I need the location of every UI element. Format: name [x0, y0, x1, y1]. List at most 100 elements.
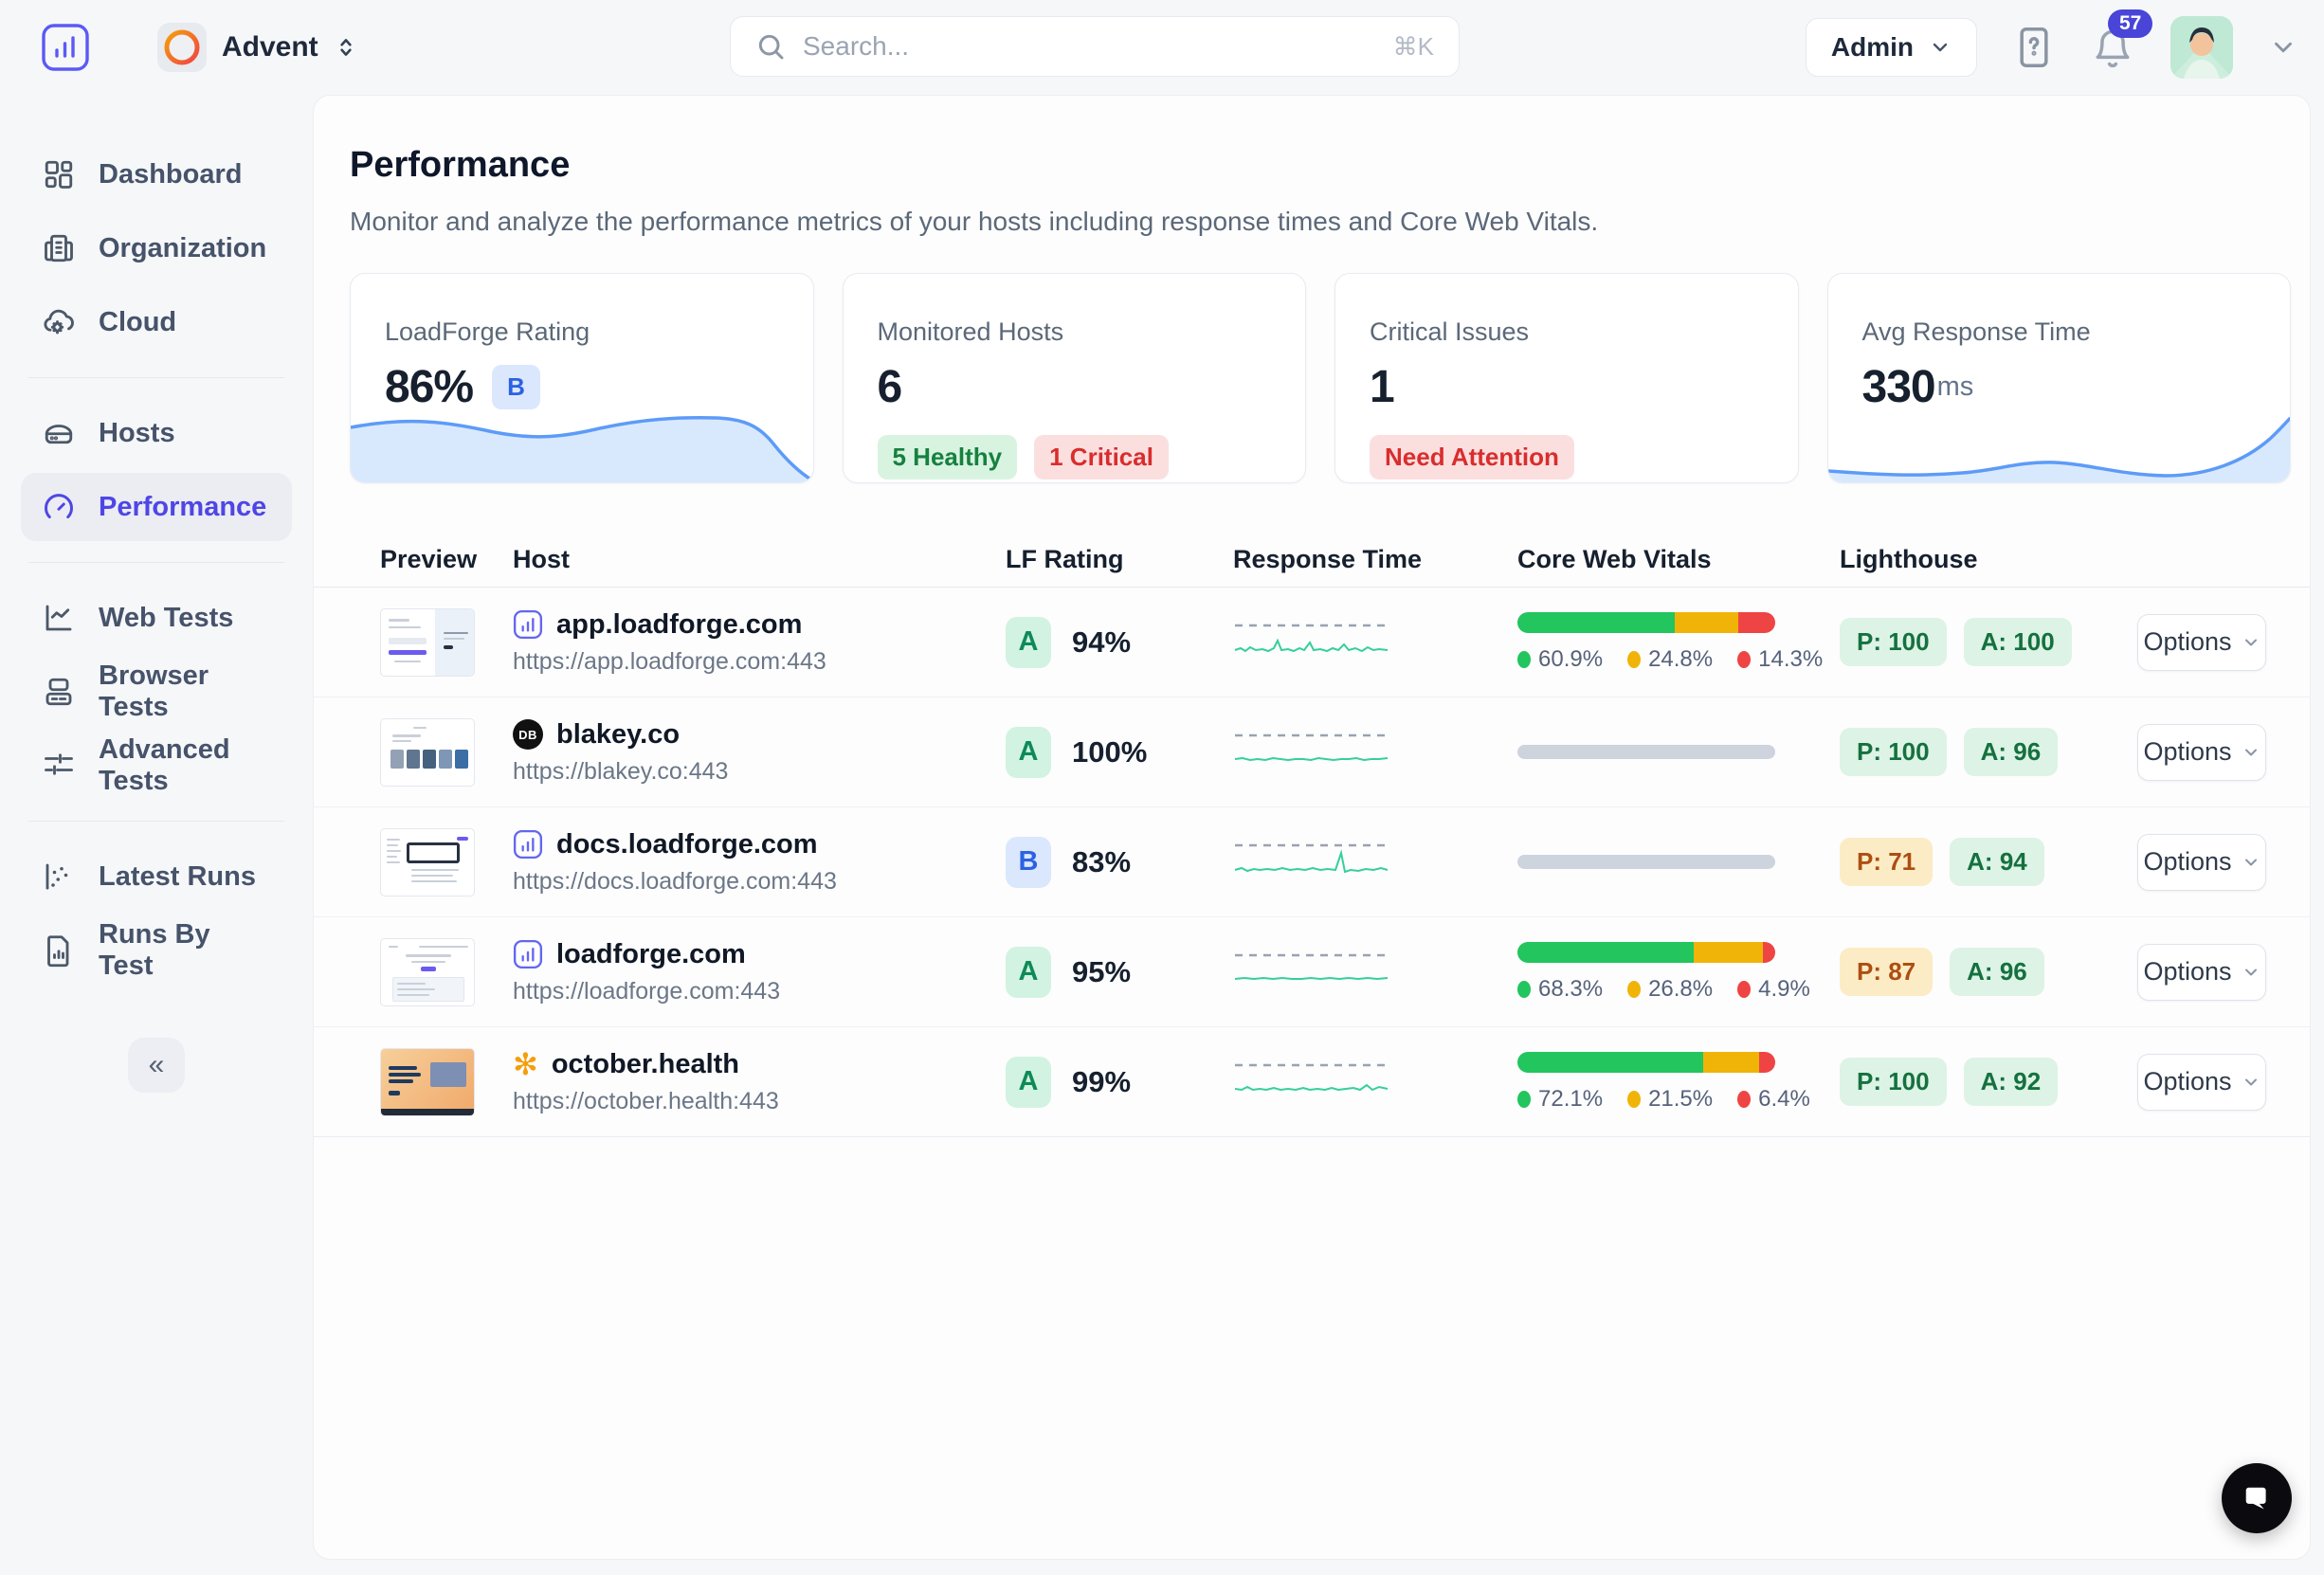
sidebar-label: Performance — [99, 492, 266, 523]
chevron-down-icon — [2242, 743, 2260, 762]
hosts-table: Preview Host LF Rating Response Time Cor… — [314, 533, 2310, 1137]
host-url: https://app.loadforge.com:443 — [513, 648, 1006, 676]
admin-menu-button[interactable]: Admin — [1806, 18, 1977, 77]
sidebar-label: Browser Tests — [99, 661, 271, 723]
lighthouse-accessibility-badge: A: 92 — [1964, 1058, 2059, 1106]
sidebar-label: Latest Runs — [99, 861, 256, 893]
sidebar-label: Advanced Tests — [99, 734, 271, 797]
col-lighthouse: Lighthouse — [1840, 545, 2115, 574]
user-avatar[interactable] — [2170, 16, 2233, 79]
sidebar-divider — [28, 377, 284, 378]
loadforge-logo-icon[interactable] — [40, 22, 91, 73]
site-preview-thumbnail[interactable] — [380, 938, 475, 1006]
lighthouse-accessibility-badge: A: 96 — [1964, 728, 2059, 776]
help-doc-icon — [2013, 25, 2055, 70]
chat-widget-button[interactable] — [2222, 1463, 2292, 1533]
sidebar-collapse-button[interactable]: « — [128, 1038, 185, 1093]
col-response-time: Response Time — [1233, 545, 1517, 574]
options-button[interactable]: Options — [2137, 614, 2266, 671]
sidebar-item-web-tests[interactable]: Web Tests — [21, 584, 292, 652]
search-input[interactable] — [803, 31, 1376, 62]
sidebar-label: Web Tests — [99, 603, 233, 634]
host-name[interactable]: app.loadforge.com — [556, 609, 802, 641]
lighthouse-accessibility-badge: A: 96 — [1950, 948, 2044, 996]
help-button[interactable] — [2013, 25, 2055, 70]
options-button[interactable]: Options — [2137, 724, 2266, 781]
lighthouse-accessibility-badge: A: 100 — [1964, 618, 2072, 666]
table-row: DB blakey.co https://blakey.co:443 A 100… — [314, 697, 2310, 807]
main-panel: Performance Monitor and analyze the perf… — [313, 95, 2311, 1560]
collapse-icon: « — [149, 1049, 165, 1081]
lighthouse-performance-badge: P: 100 — [1840, 728, 1947, 776]
site-preview-thumbnail[interactable] — [380, 718, 475, 787]
building-icon — [42, 231, 76, 265]
rating-area-chart — [351, 403, 813, 482]
card-value: 1 — [1370, 361, 1394, 413]
workspace-name: Advent — [222, 31, 318, 63]
options-label: Options — [2143, 1067, 2231, 1096]
host-name[interactable]: loadforge.com — [556, 939, 746, 970]
account-chevron-icon[interactable] — [2269, 33, 2297, 62]
options-button[interactable]: Options — [2137, 944, 2266, 1001]
site-preview-thumbnail[interactable] — [380, 1048, 475, 1116]
site-preview-thumbnail[interactable] — [380, 608, 475, 677]
sidebar-item-hosts[interactable]: Hosts — [21, 399, 292, 467]
sidebar-item-cloud[interactable]: Cloud — [21, 288, 292, 356]
options-button[interactable]: Options — [2137, 1054, 2266, 1111]
search-bar[interactable]: ⌘K — [730, 16, 1460, 77]
lf-score: 99% — [1072, 1065, 1131, 1099]
chevron-down-icon — [1929, 36, 1952, 59]
sidebar-item-runs-by-test[interactable]: Runs By Test — [21, 916, 292, 985]
host-name[interactable]: october.health — [552, 1049, 739, 1080]
lf-grade-badge: B — [1006, 837, 1051, 888]
sidebar-item-browser-tests[interactable]: Browser Tests — [21, 658, 292, 726]
lighthouse-performance-badge: P: 71 — [1840, 838, 1933, 886]
lighthouse-performance-badge: P: 100 — [1840, 1058, 1947, 1106]
sidebar-divider — [28, 562, 284, 563]
browser-icon — [42, 675, 76, 709]
gauge-icon — [42, 490, 76, 524]
cwv-needs-pct: 26.8% — [1648, 976, 1713, 1003]
cwv-good-pct: 60.9% — [1538, 646, 1603, 673]
col-host: Host — [513, 545, 1006, 574]
response-sparkline — [1233, 836, 1517, 889]
notifications-button[interactable]: 57 — [2091, 25, 2134, 70]
chevron-down-icon — [2242, 1073, 2260, 1092]
db-favicon: DB — [513, 719, 543, 750]
sidebar-item-advanced-tests[interactable]: Advanced Tests — [21, 732, 292, 800]
stat-cards: LoadForge Rating 86% B Monitored Hosts 6… — [314, 237, 2310, 483]
sidebar-label: Hosts — [99, 418, 175, 449]
lighthouse-performance-badge: P: 87 — [1840, 948, 1933, 996]
sidebar: Dashboard Organization Cloud — [0, 95, 313, 1575]
lf-grade-badge: A — [1006, 617, 1051, 668]
card-label: Critical Issues — [1370, 317, 1529, 347]
table-row: ✻ october.health https://october.health:… — [314, 1027, 2310, 1137]
sidebar-item-performance[interactable]: Performance — [21, 473, 292, 541]
site-preview-thumbnail[interactable] — [380, 828, 475, 896]
card-label: Monitored Hosts — [878, 317, 1064, 347]
sidebar-item-latest-runs[interactable]: Latest Runs — [21, 842, 292, 911]
notification-count-badge: 57 — [2108, 9, 2152, 38]
core-web-vitals: 68.3% 26.8% 4.9% — [1517, 942, 1775, 1003]
sidebar-label: Organization — [99, 233, 266, 264]
chevron-down-icon — [2242, 633, 2260, 652]
sidebar-label: Runs By Test — [99, 919, 271, 982]
card-value: 6 — [878, 361, 902, 413]
sidebar-item-organization[interactable]: Organization — [21, 214, 292, 282]
sidebar-label: Cloud — [99, 307, 176, 338]
chart-favicon — [513, 609, 543, 640]
options-label: Options — [2143, 957, 2231, 987]
need-attention-badge: Need Attention — [1370, 435, 1574, 480]
server-icon — [42, 416, 76, 450]
workspace-avatar — [157, 23, 207, 72]
table-row: docs.loadforge.com https://docs.loadforg… — [314, 807, 2310, 917]
sidebar-item-dashboard[interactable]: Dashboard — [21, 140, 292, 208]
host-name[interactable]: blakey.co — [556, 719, 680, 751]
lf-score: 95% — [1072, 955, 1131, 989]
lf-score: 100% — [1072, 735, 1147, 769]
options-button[interactable]: Options — [2137, 834, 2266, 891]
chart-line-icon — [42, 601, 76, 635]
workspace-switcher[interactable]: Advent — [157, 23, 358, 72]
host-name[interactable]: docs.loadforge.com — [556, 829, 818, 860]
lf-score: 83% — [1072, 845, 1131, 879]
